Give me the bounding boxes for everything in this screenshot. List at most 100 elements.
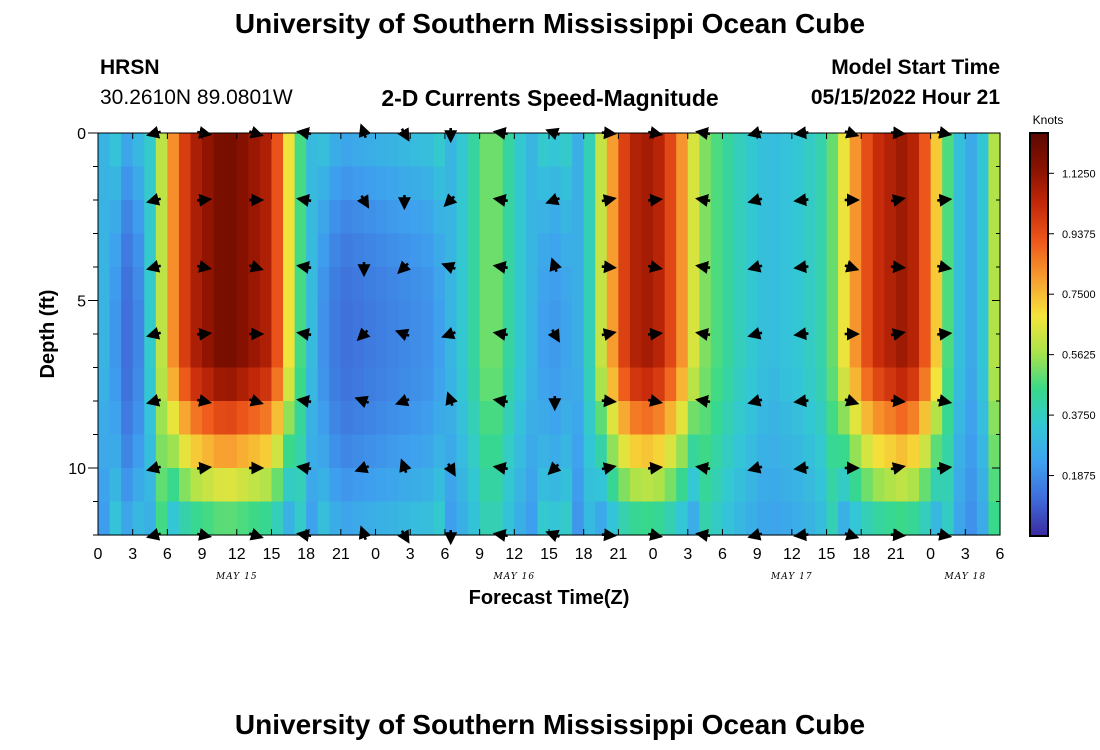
x-axis: 0 3 6 9 12 15 18 21 0 3 6 9 12 15 18 21 0 3 6 9 12 15 18 21 0 3 6M… [94, 133, 1005, 582]
heatmap-cell [930, 233, 943, 268]
heatmap-cell [306, 334, 319, 369]
heatmap-cell [814, 200, 828, 235]
heatmap-cell [838, 468, 851, 503]
heatmap-cell [606, 434, 619, 469]
x-tick-label: 6 [996, 546, 1005, 563]
heatmap-cell [919, 133, 932, 168]
heatmap-cell [306, 133, 319, 168]
heatmap-cell [178, 367, 192, 402]
heatmap-cell [583, 200, 596, 235]
heatmap-cell [641, 501, 654, 536]
heatmap-cell [398, 468, 411, 503]
heatmap-cell [687, 367, 700, 402]
heatmap-cell [919, 200, 932, 235]
current-vector-arrow [937, 461, 953, 475]
heatmap-cell [618, 200, 631, 235]
heatmap-cell [340, 401, 354, 436]
heatmap-cell [722, 401, 735, 436]
heatmap-cell [456, 233, 469, 268]
current-vector-arrow [492, 328, 508, 341]
heatmap-cell [734, 133, 747, 168]
heatmap-cell [363, 133, 377, 168]
heatmap-cell [722, 501, 735, 536]
date-label: MAY 15 [215, 572, 258, 582]
current-vector-arrow [601, 328, 617, 341]
heatmap-cell [398, 300, 411, 335]
heatmap-cell [167, 300, 180, 335]
heatmap-cell [549, 468, 562, 503]
heatmap-cell [144, 200, 157, 235]
heatmap-cell [942, 334, 955, 369]
heatmap-cell [248, 367, 261, 402]
heatmap-cell [953, 501, 966, 536]
current-vector-arrow [695, 395, 711, 408]
heatmap-cell [988, 267, 1001, 302]
heatmap-cell [317, 300, 330, 335]
heatmap-cell [317, 367, 330, 402]
heatmap-cell [317, 468, 330, 503]
heatmap-cell [838, 166, 851, 201]
heatmap-cell [537, 468, 550, 503]
heatmap-cell [387, 334, 400, 369]
heatmap-cell [98, 233, 111, 268]
heatmap-cell [456, 334, 469, 369]
heatmap-cell [606, 233, 619, 268]
heatmap-cell [213, 166, 226, 201]
heatmap-cell [583, 300, 596, 335]
heatmap-cell [98, 367, 111, 402]
heatmap-cell [988, 434, 1001, 469]
heatmap-cell [710, 468, 724, 503]
heatmap-cell [780, 166, 793, 201]
heatmap-cell [259, 166, 273, 201]
current-vector-arrow [196, 193, 213, 207]
current-vector-arrow [747, 461, 763, 474]
heatmap-cell [745, 300, 758, 335]
heatmap-cell [664, 501, 677, 536]
heatmap-cell [202, 334, 215, 369]
heatmap-cell [734, 166, 747, 201]
heatmap-cell [433, 501, 446, 536]
heatmap-cell [178, 267, 192, 302]
heatmap-cell [283, 267, 296, 302]
heatmap-cell [144, 133, 157, 168]
heatmap-cell [872, 300, 885, 335]
heatmap-cell [664, 468, 677, 503]
current-vector-arrow [695, 462, 711, 475]
current-vector-arrow [601, 260, 617, 274]
heatmap-cell [479, 468, 492, 503]
heatmap-cell [421, 166, 434, 201]
heatmap-cell [560, 200, 573, 235]
heatmap-cell [699, 267, 712, 302]
heatmap-cell [283, 401, 296, 436]
heatmap-cell [572, 367, 585, 402]
heatmap-cell [283, 501, 296, 536]
heatmap-cell [294, 200, 307, 235]
heatmap-cell [849, 468, 862, 503]
x-tick-label: 12 [228, 546, 246, 563]
heatmap-cell [190, 133, 203, 168]
heatmap-cell [387, 434, 400, 469]
heatmap-cell [722, 133, 735, 168]
current-vector-arrow [145, 260, 162, 273]
heatmap-cell [398, 501, 411, 536]
heatmap-cell [849, 200, 862, 235]
heatmap-cell [375, 166, 388, 201]
heatmap-cell [225, 233, 238, 268]
heatmap-cell [791, 233, 805, 268]
current-vector-arrow [549, 257, 562, 273]
heatmap-cell [259, 501, 273, 536]
heatmap-cell [687, 233, 700, 268]
heatmap-cell [121, 267, 134, 302]
current-vector-arrow [145, 327, 162, 340]
heatmap-cell [884, 133, 897, 168]
colorbar-tick-label: 0.5625 [1062, 350, 1096, 362]
heatmap-cell [248, 267, 261, 302]
heatmap-cell [375, 267, 388, 302]
heatmap-cell [757, 501, 770, 536]
heatmap-cell [329, 334, 342, 369]
heatmap-cell [549, 133, 562, 168]
heatmap-cell [387, 367, 400, 402]
current-vector-arrow [356, 327, 371, 342]
heatmap-cell [294, 434, 307, 469]
current-vector-arrow [296, 328, 312, 341]
